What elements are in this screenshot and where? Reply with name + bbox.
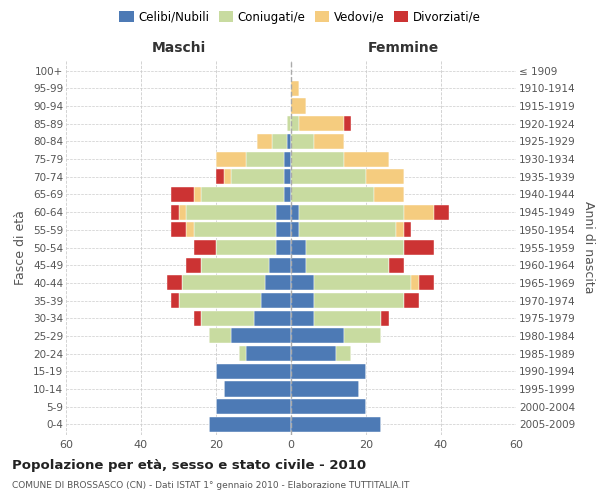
Bar <box>216 399 291 414</box>
Bar <box>419 276 433 290</box>
Text: Maschi: Maschi <box>151 40 206 54</box>
Y-axis label: Fasce di età: Fasce di età <box>14 210 28 285</box>
Text: Femmine: Femmine <box>368 40 439 54</box>
Bar <box>216 152 246 166</box>
Bar <box>171 204 179 220</box>
Bar <box>291 310 314 326</box>
Bar <box>291 328 343 344</box>
Bar <box>193 310 201 326</box>
Bar <box>291 152 343 166</box>
Bar <box>291 222 299 238</box>
Bar <box>291 293 314 308</box>
Bar <box>411 276 419 290</box>
Bar <box>276 204 291 220</box>
Bar <box>179 204 186 220</box>
Bar <box>201 187 284 202</box>
Bar <box>291 81 299 96</box>
Bar <box>182 276 265 290</box>
Bar <box>291 116 299 131</box>
Bar <box>306 240 404 255</box>
Bar <box>381 310 389 326</box>
Bar <box>284 187 291 202</box>
Bar <box>287 134 291 149</box>
Bar <box>291 187 373 202</box>
Bar <box>216 364 291 379</box>
Bar <box>291 364 366 379</box>
Bar <box>291 134 314 149</box>
Bar <box>257 134 272 149</box>
Bar <box>306 258 389 272</box>
Bar <box>269 258 291 272</box>
Bar <box>299 116 343 131</box>
Text: COMUNE DI BROSSASCO (CN) - Dati ISTAT 1° gennaio 2010 - Elaborazione TUTTITALIA.: COMUNE DI BROSSASCO (CN) - Dati ISTAT 1°… <box>12 481 409 490</box>
Bar <box>179 293 261 308</box>
Bar <box>216 169 223 184</box>
Bar <box>291 258 306 272</box>
Bar <box>343 152 389 166</box>
Bar <box>186 258 201 272</box>
Bar <box>314 134 343 149</box>
Bar <box>336 346 351 361</box>
Bar <box>291 169 366 184</box>
Bar <box>171 187 193 202</box>
Bar <box>314 310 381 326</box>
Bar <box>193 187 201 202</box>
Bar <box>404 240 433 255</box>
Bar <box>404 222 411 238</box>
Bar <box>246 152 284 166</box>
Bar <box>209 328 231 344</box>
Bar <box>223 382 291 396</box>
Bar <box>201 310 254 326</box>
Bar <box>239 346 246 361</box>
Bar <box>201 258 269 272</box>
Bar <box>291 346 336 361</box>
Bar <box>284 169 291 184</box>
Bar <box>276 222 291 238</box>
Bar <box>291 382 359 396</box>
Y-axis label: Anni di nascita: Anni di nascita <box>582 201 595 294</box>
Bar <box>287 116 291 131</box>
Bar <box>209 417 291 432</box>
Legend: Celibi/Nubili, Coniugati/e, Vedovi/e, Divorziati/e: Celibi/Nubili, Coniugati/e, Vedovi/e, Di… <box>115 6 485 28</box>
Bar <box>246 346 291 361</box>
Bar <box>299 222 396 238</box>
Bar <box>291 399 366 414</box>
Bar <box>261 293 291 308</box>
Bar <box>291 417 381 432</box>
Bar <box>231 169 284 184</box>
Bar <box>291 98 306 114</box>
Bar <box>314 293 404 308</box>
Bar <box>276 240 291 255</box>
Bar <box>343 116 351 131</box>
Bar <box>291 276 314 290</box>
Bar <box>404 293 419 308</box>
Bar <box>373 187 404 202</box>
Bar <box>216 240 276 255</box>
Bar <box>366 169 404 184</box>
Bar <box>231 328 291 344</box>
Bar <box>167 276 182 290</box>
Bar <box>284 152 291 166</box>
Bar <box>254 310 291 326</box>
Bar <box>389 258 404 272</box>
Bar <box>193 240 216 255</box>
Bar <box>265 276 291 290</box>
Bar <box>186 222 193 238</box>
Bar <box>314 276 411 290</box>
Bar <box>343 328 381 344</box>
Bar <box>186 204 276 220</box>
Bar <box>171 293 179 308</box>
Bar <box>193 222 276 238</box>
Bar <box>223 169 231 184</box>
Bar <box>404 204 433 220</box>
Bar <box>171 222 186 238</box>
Text: Popolazione per età, sesso e stato civile - 2010: Popolazione per età, sesso e stato civil… <box>12 460 366 472</box>
Bar <box>291 240 306 255</box>
Bar <box>396 222 404 238</box>
Bar <box>291 204 299 220</box>
Bar <box>299 204 404 220</box>
Bar <box>433 204 449 220</box>
Bar <box>272 134 287 149</box>
